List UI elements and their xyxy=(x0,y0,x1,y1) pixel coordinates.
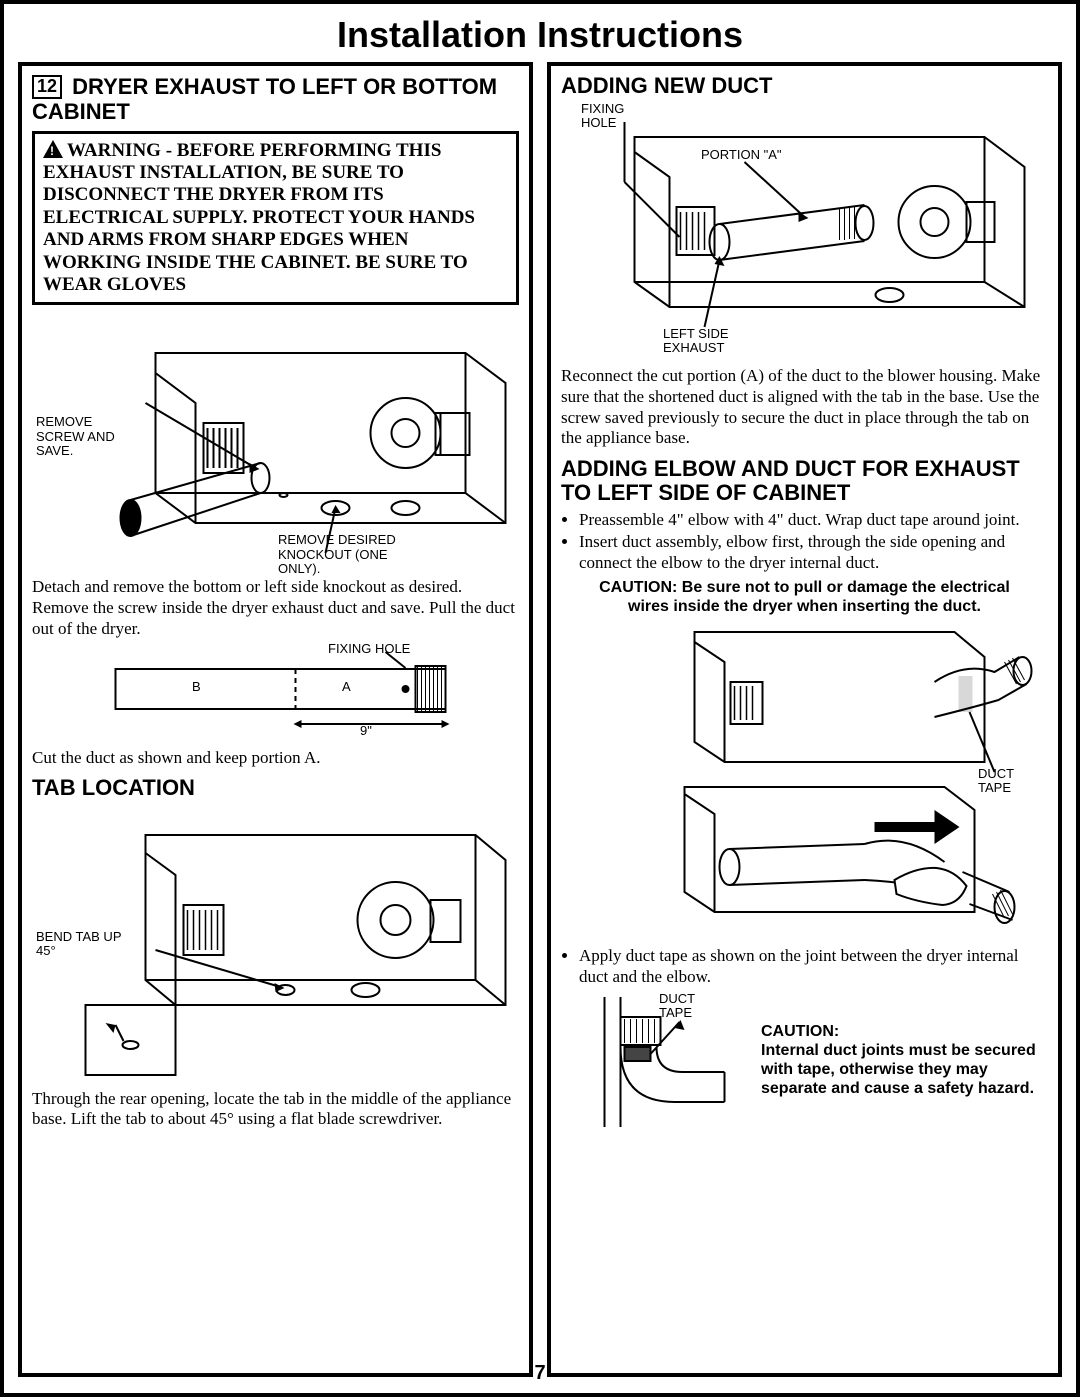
warning-box: WARNING - BEFORE PERFORMING THIS EXHAUST… xyxy=(32,131,519,306)
para-3: Through the rear opening, locate the tab… xyxy=(32,1089,519,1130)
figure-2: FIXING HOLE B A 9" xyxy=(32,644,519,744)
label-fixing-hole: FIXING HOLE xyxy=(328,642,410,656)
figure-1: REMOVE SCREW AND SAVE. REMOVE DESIRED KN… xyxy=(32,313,519,573)
step-title: DRYER EXHAUST TO LEFT OR BOTTOM CABINET xyxy=(32,74,497,124)
warning-text: WARNING - BEFORE PERFORMING THIS EXHAUST… xyxy=(43,140,508,297)
para-2: Cut the duct as shown and keep portion A… xyxy=(32,748,519,769)
label-duct-tape-2: DUCT TAPE xyxy=(659,992,709,1021)
page-number: 7 xyxy=(534,1362,545,1385)
label-bend-tab: BEND TAB UP 45° xyxy=(36,930,126,959)
page-title: Installation Instructions xyxy=(18,14,1062,56)
subhead-adding-new-duct: ADDING NEW DUCT xyxy=(561,74,1048,98)
caution-2-head: CAUTION: xyxy=(761,1022,1042,1041)
label-left-side-exhaust: LEFT SIDE EXHAUST xyxy=(663,327,743,356)
bullets-2: Apply duct tape as shown on the joint be… xyxy=(561,946,1048,987)
left-column: 12 DRYER EXHAUST TO LEFT OR BOTTOM CABIN… xyxy=(18,62,533,1377)
figure-3: BEND TAB UP 45° xyxy=(32,805,519,1085)
para-1: Detach and remove the bottom or left sid… xyxy=(32,577,519,639)
label-B: B xyxy=(192,680,201,694)
bullet-2: Insert duct assembly, elbow first, throu… xyxy=(579,532,1048,573)
step-number: 12 xyxy=(32,75,62,99)
label-dim: 9" xyxy=(360,724,372,738)
label-A: A xyxy=(342,680,351,694)
label-portion-a: PORTION "A" xyxy=(701,148,782,162)
warning-icon xyxy=(43,140,63,158)
page: Installation Instructions 12 DRYER EXHAU… xyxy=(0,0,1080,1397)
caution-2-body: Internal duct joints must be secured wit… xyxy=(761,1041,1042,1099)
step-header: 12 DRYER EXHAUST TO LEFT OR BOTTOM CABIN… xyxy=(32,74,519,125)
right-column: ADDING NEW DUCT xyxy=(547,62,1062,1377)
bullets-1: Preassemble 4" elbow with 4" duct. Wrap … xyxy=(561,510,1048,574)
figure-5: DUCT TAPE xyxy=(561,622,1048,942)
caution-1: CAUTION: Be sure not to pull or damage t… xyxy=(561,578,1048,616)
subhead-tab-location: TAB LOCATION xyxy=(32,776,519,800)
right-para-1: Reconnect the cut portion (A) of the duc… xyxy=(561,366,1048,449)
caution-2: CAUTION: Internal duct joints must be se… xyxy=(761,1022,1042,1099)
bullet-3: Apply duct tape as shown on the joint be… xyxy=(579,946,1048,987)
label-duct-tape-1: DUCT TAPE xyxy=(978,767,1028,796)
label-remove-knockout: REMOVE DESIRED KNOCKOUT (ONE ONLY). xyxy=(278,533,398,576)
subhead-adding-elbow: ADDING ELBOW AND DUCT FOR EXHAUST TO LEF… xyxy=(561,457,1048,505)
columns: 12 DRYER EXHAUST TO LEFT OR BOTTOM CABIN… xyxy=(18,62,1062,1377)
bullet-1: Preassemble 4" elbow with 4" duct. Wrap … xyxy=(579,510,1048,531)
figure-4: FIXING HOLE PORTION "A" LEFT SIDE EXHAUS… xyxy=(561,102,1048,362)
label-fixing-hole-2: FIXING HOLE xyxy=(581,102,641,131)
warning-text-content: WARNING - BEFORE PERFORMING THIS EXHAUST… xyxy=(43,140,475,295)
figure-6: DUCT TAPE CAUTION: Internal duct joints … xyxy=(561,992,1048,1132)
label-remove-screw: REMOVE SCREW AND SAVE. xyxy=(36,415,116,458)
